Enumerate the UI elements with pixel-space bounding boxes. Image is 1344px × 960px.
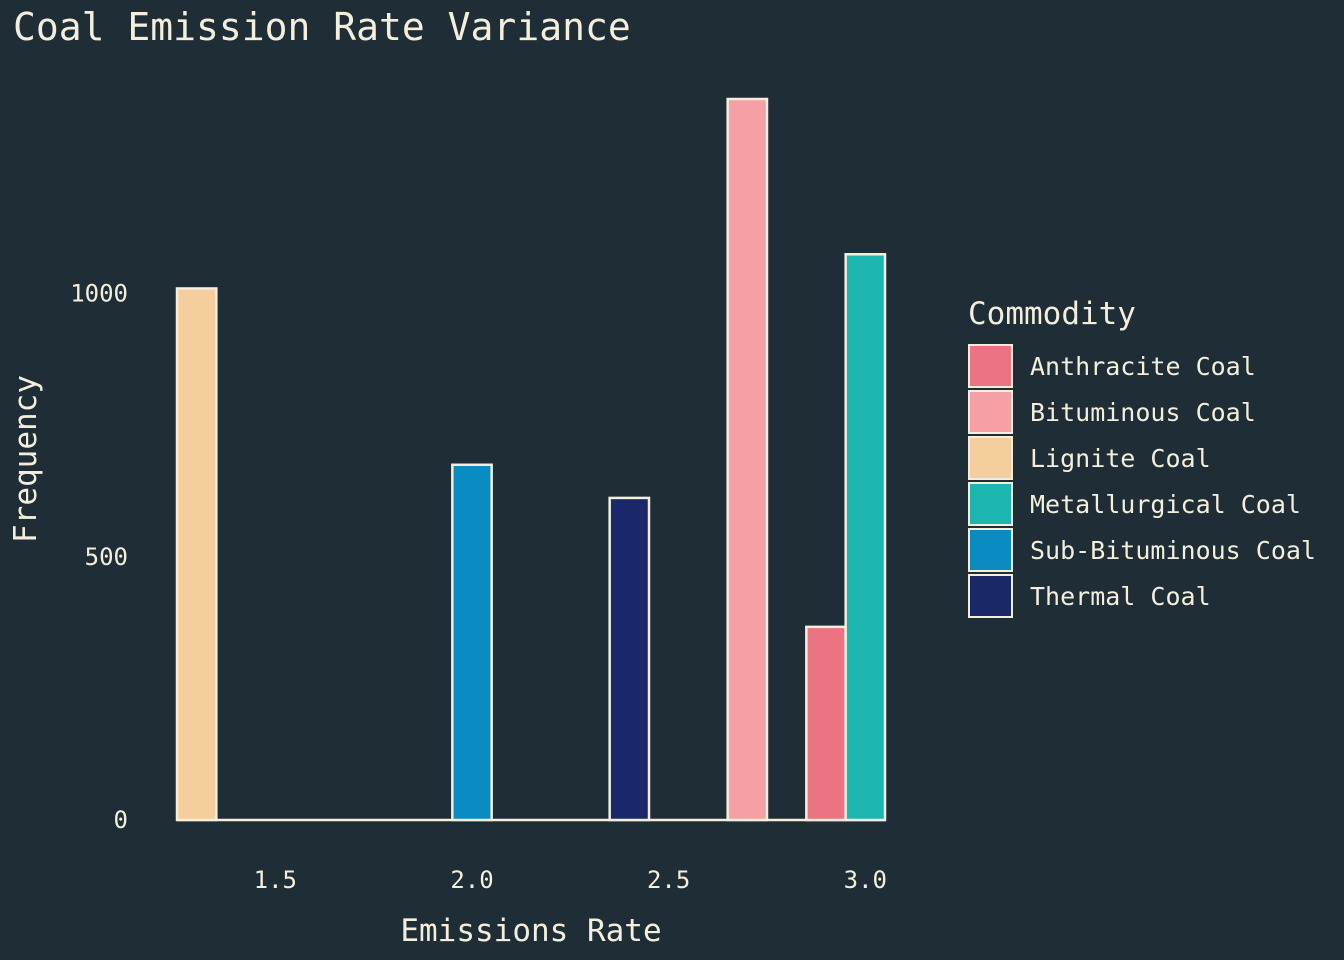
legend-title: Commodity: [968, 296, 1136, 332]
bar-thermal-coal: [608, 496, 651, 822]
x-axis-title: Emissions Rate: [400, 913, 661, 949]
bars: [175, 97, 887, 822]
legend-swatch-lignite-coal: [968, 436, 1013, 480]
x-tick-label: 2.5: [647, 866, 690, 894]
bar-sub-bituminous-coal: [451, 463, 493, 822]
y-tick-label: 0: [114, 806, 128, 834]
legend-label-metallurgical-coal: Metallurgical Coal: [1030, 490, 1301, 519]
legend-swatch-thermal-coal: [968, 574, 1013, 618]
x-tick-label: 2.0: [450, 866, 493, 894]
x-axis-ticks: 1.5 2.0 2.5 3.0: [254, 866, 887, 894]
legend-label-thermal-coal: Thermal Coal: [1030, 582, 1211, 611]
bar-bituminous-coal: [726, 97, 769, 822]
bar-metallurgical-coal: [844, 253, 887, 822]
bar-lignite-coal: [175, 287, 218, 822]
chart-title: Coal Emission Rate Variance: [13, 5, 631, 49]
legend-label-sub-bituminous-coal: Sub-Bituminous Coal: [1030, 536, 1316, 565]
y-axis-ticks: 0 500 1000: [70, 280, 128, 834]
legend: Anthracite Coal Bituminous Coal Lignite Co…: [968, 344, 1316, 618]
legend-swatch-bituminous-coal: [968, 390, 1013, 434]
y-tick-label: 500: [85, 543, 128, 571]
legend-swatch-metallurgical-coal: [968, 482, 1013, 526]
legend-swatch-anthracite-coal: [968, 344, 1013, 388]
legend-label-anthracite-coal: Anthracite Coal: [1030, 352, 1256, 381]
y-axis-title: Frequency: [8, 375, 44, 543]
legend-label-bituminous-coal: Bituminous Coal: [1030, 398, 1256, 427]
x-tick-label: 1.5: [254, 866, 297, 894]
y-tick-label: 1000: [70, 280, 128, 308]
legend-swatch-sub-bituminous-coal: [968, 528, 1013, 572]
bar-anthracite-coal: [805, 625, 847, 822]
legend-label-lignite-coal: Lignite Coal: [1030, 444, 1211, 473]
x-tick-label: 3.0: [844, 866, 887, 894]
